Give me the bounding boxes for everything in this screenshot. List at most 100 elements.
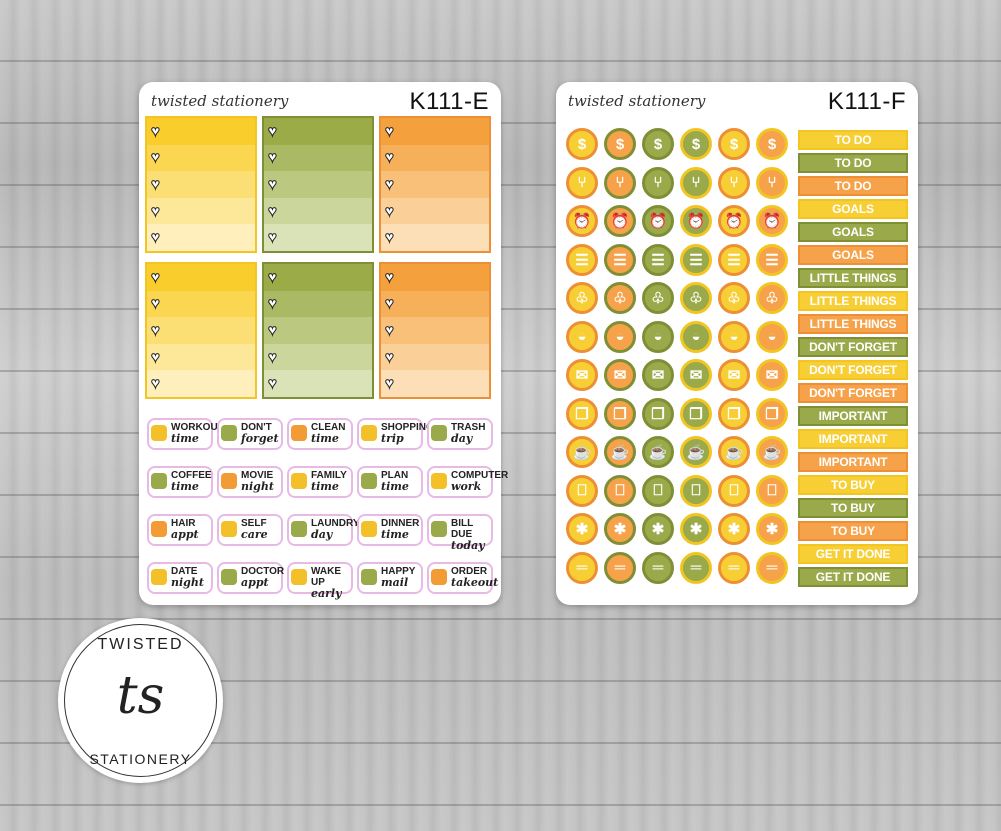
sticker-script-text: day	[311, 528, 333, 541]
dumbbell-icon: ═	[604, 551, 636, 584]
shopping-cart-icon: ☰	[680, 243, 712, 276]
word-sticker: COFFEE time	[149, 468, 212, 496]
checklist-box-green: ♥ ♥ ♥ ♥ ♥	[262, 262, 374, 399]
asterisk-icon: ✱	[680, 513, 712, 545]
fork-knife-icon: ⑂	[566, 166, 598, 199]
checklist-row: ♥	[381, 224, 489, 251]
sticker-script-text: time	[171, 432, 199, 445]
alarm-clock-icon: ⏰	[680, 205, 712, 237]
shopping-bag-icon	[361, 425, 377, 441]
sticker-caps-text: HAIR	[171, 518, 196, 529]
alarm-clock-icon: ⏰	[756, 205, 788, 237]
trash-can-icon: ⎕	[718, 474, 750, 507]
envelope-icon: ✉	[604, 359, 636, 391]
sticker-script-text: care	[241, 528, 268, 541]
sticker-script-text: time	[311, 432, 339, 445]
sticker-script-text: time	[381, 480, 409, 493]
fork-knife-icon: ⑂	[680, 166, 712, 199]
money-icon	[431, 521, 447, 537]
dollar-icon: $	[756, 128, 788, 160]
envelope-icon: ✉	[718, 359, 750, 391]
trash-can-icon: ⎕	[566, 474, 598, 507]
asterisk-icon: ✱	[718, 513, 750, 545]
washer-icon: ◒	[566, 320, 598, 353]
stethoscope-icon	[221, 569, 237, 585]
sticker-caps-text: DATE	[171, 566, 198, 577]
alarm-clock-icon: ⏰	[566, 205, 598, 237]
trash-icon	[431, 425, 447, 441]
checklist-row: ♥	[381, 144, 489, 172]
checklist-box-yellow: ♥ ♥ ♥ ♥ ♥	[145, 262, 257, 399]
laptop-icon	[431, 473, 447, 489]
trash-can-icon: ⎕	[756, 474, 788, 507]
word-sticker: HAIR appt	[149, 516, 211, 544]
sheet-code: K111-E	[409, 88, 489, 115]
asterisk-icon	[221, 425, 237, 441]
sticker-caps-text: COFFEE	[171, 470, 212, 481]
checklist-row: ♥	[147, 197, 255, 225]
sticker-caps-text: WORKOUT	[171, 422, 224, 433]
envelope-icon: ✉	[756, 359, 788, 391]
spray-bottle-icon	[291, 425, 307, 441]
trash-can-icon: ⎕	[604, 474, 636, 507]
checklist-row: ♥	[381, 171, 489, 198]
label-sticker: GOALS	[798, 222, 908, 242]
sticker-caps-text: FAMILY	[311, 470, 347, 481]
heart-icon: ♥	[268, 295, 278, 313]
gift-icon: ❒	[718, 397, 750, 430]
trash-can-icon: ⎕	[642, 474, 674, 507]
word-sticker: ORDER takeout	[429, 564, 498, 592]
label-sticker: GOALS	[798, 199, 908, 219]
dumbbell-icon: ═	[718, 551, 750, 584]
checklist-row: ♥	[147, 290, 255, 318]
gift-icon: ❒	[680, 397, 712, 430]
heart-icon: ♥	[151, 295, 161, 313]
word-sticker: DON'T forget	[219, 420, 281, 448]
heart-icon: ♥	[385, 149, 395, 167]
brand-script: twisted stationery	[568, 92, 706, 110]
label-sticker: DON'T FORGET	[798, 383, 908, 403]
sticker-sheet-k111-e: twisted stationery K111-E ♥ ♥ ♥ ♥ ♥ ♥ ♥ ♥ ♥ ♥ ♥ ♥ ♥ ♥…	[139, 82, 509, 605]
gift-icon: ❒	[756, 397, 788, 430]
checklist-row: ♥	[381, 370, 489, 397]
word-sticker: HAPPY mail	[359, 564, 421, 592]
shopping-cart-icon: ☰	[566, 243, 598, 276]
logo-monogram: ts	[116, 666, 165, 726]
sticker-script-text: day	[451, 432, 473, 445]
heart-icon: ♥	[151, 122, 161, 140]
checklist-row: ♥	[264, 171, 372, 198]
sticker-caps-text: COMPUTER	[451, 470, 509, 481]
heart-icon: ♥	[151, 202, 161, 220]
checklist-row: ♥	[147, 264, 255, 291]
heart-icon: ♥	[385, 295, 395, 313]
word-sticker: DOCTOR appt	[219, 564, 284, 592]
heart-icon: ♥	[151, 348, 161, 366]
label-sticker: LITTLE THINGS	[798, 314, 908, 334]
asterisk-icon: ✱	[642, 513, 674, 545]
heart-icon: ♥	[268, 375, 278, 393]
dollar-icon: $	[642, 128, 674, 160]
sticker-caps-text: TRASH	[451, 422, 486, 433]
checklist-box-orange: ♥ ♥ ♥ ♥ ♥	[379, 262, 491, 399]
heart-icon: ♥	[268, 321, 278, 339]
shopping-cart-icon: ☰	[642, 243, 674, 276]
coffee-cup-icon: ☕	[756, 436, 788, 468]
sticker-script-text: time	[381, 528, 409, 541]
dollar-icon: $	[604, 128, 636, 160]
shopping-cart-icon: ☰	[718, 243, 750, 276]
dumbbell-icon	[151, 425, 167, 441]
heart-icon: ♥	[268, 348, 278, 366]
trash-can-icon: ⎕	[680, 474, 712, 507]
heart-icon: ♥	[385, 122, 395, 140]
fork-knife-icon: ⑂	[756, 166, 788, 199]
envelope-icon: ✉	[680, 359, 712, 391]
sticker-caps-text: ORDER	[451, 566, 488, 577]
hanger-icon	[291, 521, 307, 537]
alarm-clock-icon: ⏰	[604, 205, 636, 237]
sticker-caps-text: MOVIE	[241, 470, 274, 481]
brand-script: twisted stationery	[151, 92, 289, 110]
checklist-row: ♥	[147, 317, 255, 344]
gift-icon: ❒	[566, 397, 598, 430]
checklist-row: ♥	[381, 264, 489, 291]
asterisk-icon: ✱	[566, 513, 598, 545]
